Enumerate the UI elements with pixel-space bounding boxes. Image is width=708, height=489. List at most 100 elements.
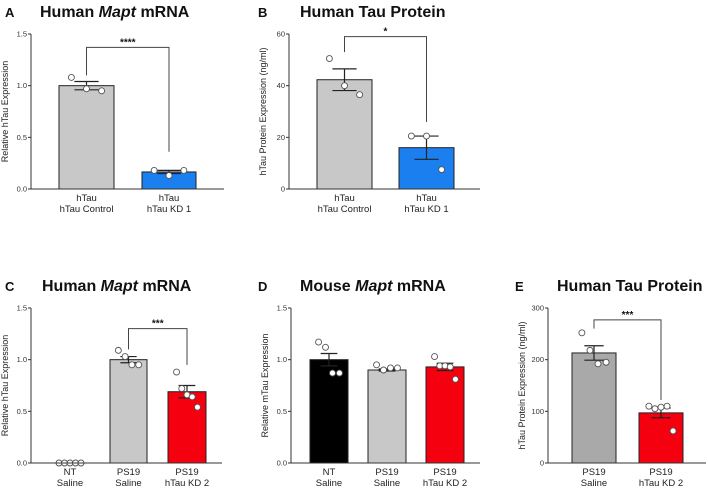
y-tick-label: 20 bbox=[277, 133, 285, 142]
data-point bbox=[315, 338, 322, 346]
data-point bbox=[173, 368, 181, 376]
data-point bbox=[341, 82, 348, 90]
bar bbox=[58, 85, 115, 190]
category-label: PS19 bbox=[375, 467, 398, 478]
significance-bracket bbox=[86, 46, 170, 152]
data-point bbox=[329, 369, 336, 377]
y-axis-label: Relative hTau Expression bbox=[0, 61, 10, 163]
panel-e: E Human Tau Protein hTau Protein Expressio… bbox=[515, 278, 706, 489]
data-point bbox=[322, 343, 329, 351]
y-tick-label: 1.0 bbox=[17, 355, 27, 364]
data-point bbox=[98, 87, 106, 95]
data-point bbox=[114, 346, 122, 354]
y-tick-label: 300 bbox=[531, 304, 544, 313]
data-point bbox=[578, 329, 586, 337]
y-tick-label: 200 bbox=[531, 355, 544, 364]
bar bbox=[638, 412, 684, 464]
bar bbox=[571, 352, 617, 464]
category-label: hTau bbox=[159, 193, 180, 204]
chart-title: Human Tau Protein bbox=[557, 278, 703, 295]
data-point bbox=[193, 403, 201, 411]
bar bbox=[425, 366, 465, 464]
panel-label: C bbox=[5, 279, 15, 294]
category-label: PS19 bbox=[117, 467, 140, 478]
data-point bbox=[356, 91, 364, 99]
data-point bbox=[336, 369, 343, 377]
data-point bbox=[407, 132, 415, 140]
data-point bbox=[586, 346, 594, 354]
data-point bbox=[645, 402, 653, 410]
data-point bbox=[594, 360, 602, 368]
panel-label: D bbox=[258, 279, 267, 294]
data-point bbox=[135, 361, 143, 369]
y-tick-label: 40 bbox=[277, 81, 285, 90]
category-label: PS19 bbox=[649, 467, 672, 478]
y-tick-label: 100 bbox=[531, 407, 544, 416]
panel-d: D Mouse Mapt mRNA Relative mTau Expression… bbox=[258, 278, 480, 489]
category-label: hTau bbox=[416, 193, 437, 204]
category-label: hTau bbox=[334, 193, 355, 204]
title-part: mRNA bbox=[138, 278, 192, 295]
panel-label: A bbox=[5, 5, 15, 20]
data-point bbox=[128, 361, 136, 369]
y-tick-label: 1.5 bbox=[277, 304, 287, 313]
panel-b: B Human Tau Protein hTau Protein Expressio… bbox=[258, 4, 480, 215]
title-part: Mapt bbox=[99, 4, 137, 21]
chart-title: Human Mapt mRNA bbox=[42, 278, 192, 295]
y-tick-label: 1.5 bbox=[17, 304, 27, 313]
y-tick-label: 0.5 bbox=[277, 407, 287, 416]
data-point bbox=[669, 427, 677, 435]
y-tick-label: 60 bbox=[277, 30, 285, 39]
data-point bbox=[602, 358, 610, 366]
y-tick-label: 1.5 bbox=[17, 30, 27, 39]
category-label: Saline bbox=[115, 478, 141, 489]
data-point bbox=[373, 361, 380, 369]
y-tick-label: 0.5 bbox=[17, 407, 27, 416]
title-part: Human bbox=[40, 4, 99, 21]
category-label: Saline bbox=[581, 478, 607, 489]
data-point bbox=[423, 132, 430, 140]
data-point bbox=[165, 172, 173, 180]
data-point bbox=[325, 55, 333, 62]
y-tick-label: 0.0 bbox=[17, 459, 27, 468]
data-point bbox=[446, 363, 454, 371]
panel-label: E bbox=[515, 279, 524, 294]
y-tick-label: 0 bbox=[281, 185, 285, 194]
data-point bbox=[452, 375, 459, 383]
category-label: NT bbox=[323, 467, 336, 478]
significance-bracket bbox=[128, 328, 188, 365]
bar bbox=[316, 79, 373, 190]
y-tick-label: 0.0 bbox=[277, 459, 287, 468]
category-label: hTau Control bbox=[60, 204, 114, 215]
y-tick-label: 0.5 bbox=[17, 133, 27, 142]
title-part: Human Tau Protein bbox=[557, 278, 703, 295]
title-part: mRNA bbox=[392, 278, 446, 295]
significance-bracket bbox=[344, 36, 427, 122]
chart-title: Mouse Mapt mRNA bbox=[300, 278, 446, 295]
significance-label: **** bbox=[120, 37, 136, 48]
title-part: Human bbox=[42, 278, 101, 295]
category-label: hTau bbox=[76, 193, 97, 204]
data-point bbox=[180, 166, 188, 174]
category-label: Saline bbox=[316, 478, 342, 489]
data-point bbox=[387, 364, 394, 372]
data-point bbox=[657, 403, 665, 411]
data-point bbox=[188, 393, 196, 401]
category-label: Saline bbox=[374, 478, 400, 489]
significance-label: *** bbox=[152, 319, 164, 330]
data-point bbox=[121, 353, 129, 361]
y-tick-label: 1.0 bbox=[17, 81, 27, 90]
bar bbox=[367, 369, 407, 464]
data-point bbox=[150, 166, 158, 174]
category-label: hTau Control bbox=[318, 204, 372, 215]
bar bbox=[109, 359, 148, 464]
data-point bbox=[178, 385, 186, 393]
panel-label: B bbox=[258, 5, 267, 20]
significance-label: *** bbox=[622, 310, 634, 321]
category-label: hTau KD 2 bbox=[423, 478, 467, 489]
bar bbox=[167, 391, 207, 464]
data-point bbox=[651, 405, 659, 413]
data-point bbox=[380, 366, 387, 374]
title-part: Human Tau Protein bbox=[300, 4, 446, 21]
